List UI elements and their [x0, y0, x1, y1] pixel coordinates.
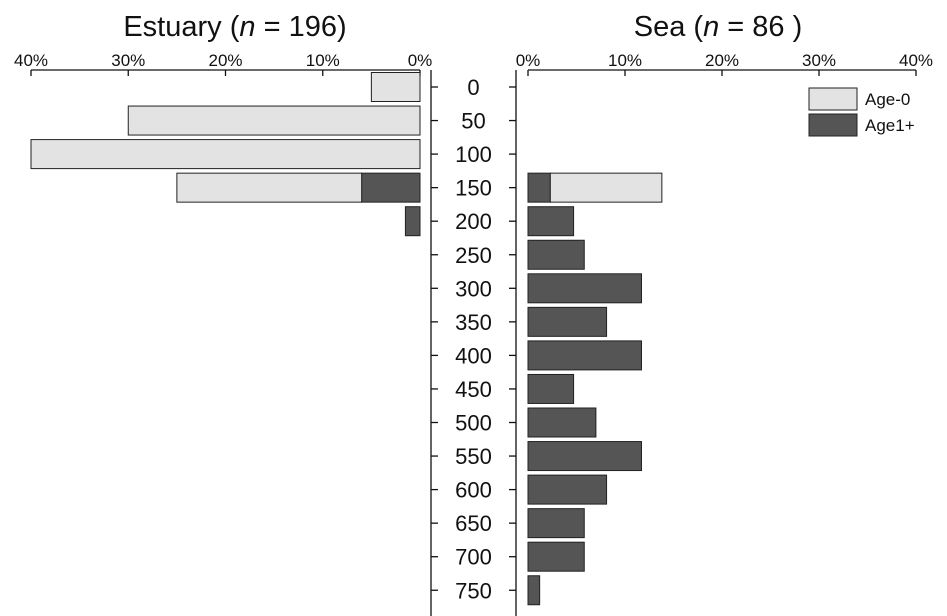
- size-tick-label: 150: [455, 176, 492, 201]
- sea-bar-age1plus: [527, 508, 585, 539]
- size-tick-label: 400: [455, 343, 492, 368]
- sea-bar-age1plus: [527, 441, 642, 472]
- sea-title-text: Sea: [634, 11, 686, 43]
- size-tick-label: 200: [455, 209, 492, 234]
- legend-label: Age-0: [865, 90, 910, 109]
- estuary-bars: [30, 72, 421, 237]
- sea-n-value: 86 ): [752, 11, 802, 43]
- sea-bar-age0: [549, 172, 663, 203]
- size-class-axis: 0 50 100 150 200 250 300 350 400 450 500 550 600 650 7…: [430, 70, 517, 616]
- size-tick-label: 450: [455, 377, 492, 402]
- estuary-title-text: Estuary: [123, 11, 222, 43]
- estuary-bar-age1plus: [361, 172, 421, 203]
- estuary-bar-age1plus: [404, 206, 421, 237]
- percent-tick-label: 40%: [14, 51, 48, 70]
- size-tick-label: 350: [455, 310, 492, 335]
- legend-label: Age1+: [865, 116, 915, 135]
- estuary-panel-title: Estuary (n = 196): [123, 11, 346, 43]
- sea-bar-age1plus: [527, 273, 642, 304]
- size-tick-label: 100: [455, 142, 492, 167]
- legend: Age-0 Age1+: [808, 87, 915, 137]
- percent-tick-label: 10%: [306, 51, 340, 70]
- sea-bar-age1plus: [527, 340, 642, 371]
- size-tick-label: 750: [455, 578, 492, 603]
- estuary-bar-age0: [127, 105, 421, 136]
- sea-bar-age1plus: [527, 474, 608, 505]
- sea-bar-age1plus: [527, 306, 608, 337]
- percent-tick-label: 0%: [408, 51, 433, 70]
- percent-tick-label: 40%: [899, 51, 933, 70]
- percent-tick-label: 30%: [111, 51, 145, 70]
- svg-text:Estuary (n = 196): Estuary (n = 196): [123, 11, 346, 43]
- size-tick-label: 650: [455, 511, 492, 536]
- estuary-bar-age0: [176, 172, 363, 203]
- estuary-n-symbol: n: [239, 11, 255, 43]
- sea-percent-axis: 0% 10% 20% 30% 40%: [516, 51, 933, 76]
- percent-tick-label: 20%: [208, 51, 242, 70]
- estuary-bar-age0: [370, 72, 421, 102]
- sea-panel-title: Sea (n = 86 ): [634, 11, 803, 43]
- sea-bars: [527, 172, 663, 606]
- sea-bar-age1plus: [527, 541, 585, 572]
- sea-n-symbol: n: [703, 11, 719, 43]
- size-tick-label: 50: [461, 109, 485, 134]
- size-tick-label: 0: [467, 75, 479, 100]
- svg-text:Sea (n = 86 ): Sea (n = 86 ): [634, 11, 803, 43]
- sea-bar-age1plus: [527, 172, 551, 203]
- estuary-percent-axis: 40% 30% 20% 10% 0%: [14, 51, 432, 76]
- size-tick-label: 700: [455, 545, 492, 570]
- sea-bar-age1plus: [527, 239, 585, 270]
- percent-tick-label: 10%: [608, 51, 642, 70]
- size-tick-label: 550: [455, 444, 492, 469]
- sea-bar-age1plus: [527, 373, 575, 404]
- estuary-n-value: 196: [289, 11, 337, 43]
- size-tick-label: 500: [455, 411, 492, 436]
- percent-tick-label: 20%: [705, 51, 739, 70]
- percent-tick-label: 0%: [516, 51, 541, 70]
- estuary-bar-age0: [30, 139, 421, 170]
- legend-swatch-age1plus: [808, 113, 858, 137]
- size-tick-label: 250: [455, 243, 492, 268]
- sea-bar-age1plus: [527, 206, 575, 237]
- legend-swatch-age0: [808, 87, 858, 111]
- sea-bar-age1plus: [527, 407, 597, 438]
- percent-tick-label: 30%: [802, 51, 836, 70]
- size-tick-label: 600: [455, 478, 492, 503]
- sea-bar-age1plus: [527, 575, 541, 606]
- size-tick-label: 300: [455, 276, 492, 301]
